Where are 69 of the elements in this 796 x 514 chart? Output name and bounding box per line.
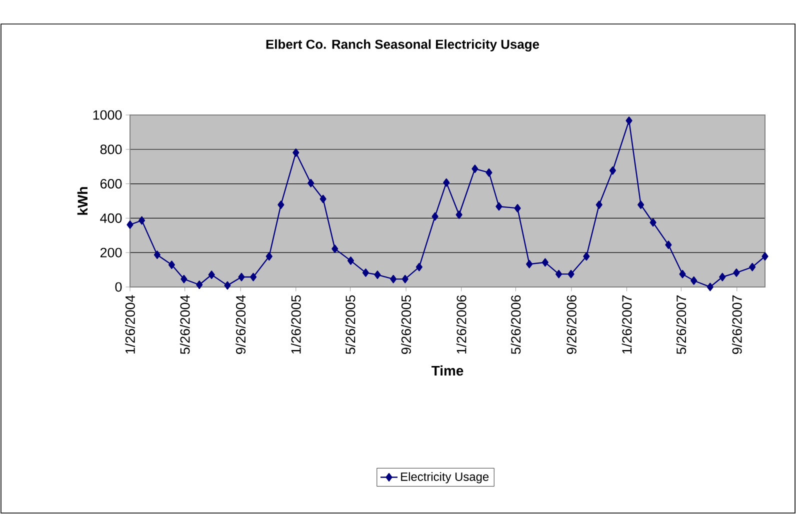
y-tick-label: 800 [100,144,122,154]
point [416,262,422,272]
point [542,258,548,267]
point [638,200,644,209]
point [472,164,478,174]
x-tick-label: 9/26/2005 [401,295,411,354]
point [496,202,502,211]
point [374,270,381,279]
point [679,270,686,278]
y-tick-label: 600 [100,179,122,189]
x-tick-label: 1/26/2005 [290,295,301,354]
point [250,272,257,282]
x-tick-label: 1/26/2007 [622,295,632,354]
x-tick-label: 5/26/2004 [180,295,190,354]
legend-label: Electricity Usage [401,472,489,484]
point [292,148,300,157]
point [402,274,408,284]
point [347,256,354,265]
point [362,268,369,277]
x-axis-title: Time [432,365,464,376]
point [719,272,726,282]
point [583,252,590,261]
point [665,240,672,250]
point [486,168,492,177]
point [762,252,768,261]
point [154,250,160,260]
point [456,210,462,219]
point [596,200,602,209]
point [180,274,188,284]
x-tick-label: 9/26/2006 [566,295,576,354]
x-tick-label: 1/26/2004 [125,295,135,354]
point [432,212,438,221]
point [320,194,326,204]
point [278,200,284,209]
point [308,178,314,188]
point [208,270,215,279]
point [514,204,521,212]
x-tick-label: 5/26/2005 [345,295,356,354]
point [690,276,698,285]
point [526,260,533,268]
x-tick-label: 9/26/2004 [236,295,246,354]
point [733,268,740,277]
point [332,244,338,253]
x-tick-label: 9/26/2007 [732,295,742,354]
point [443,178,450,187]
point [138,216,146,225]
x-tick-label: 5/26/2006 [510,295,521,354]
y-tick-label: 1000 [93,110,122,120]
x-tick-label: 5/26/2007 [676,295,686,354]
chart-title: Elbert Co. Ranch Seasonal Electricity Usage [266,39,540,52]
y-tick-label: 0 [115,282,122,292]
y-tick-label: 400 [100,213,122,223]
point [706,282,714,292]
point [390,274,397,284]
point [266,252,272,261]
point [224,281,231,290]
point [626,116,632,125]
point [609,166,616,175]
x-tick-label: 1/26/2006 [456,295,466,354]
point [555,270,562,278]
point [568,270,574,278]
y-tick-label: 200 [100,248,122,258]
point [238,272,245,282]
y-axis-title: kWh [77,187,88,215]
point [749,262,756,272]
point [196,280,203,289]
point [650,218,656,227]
point [126,220,134,229]
point [168,260,175,269]
